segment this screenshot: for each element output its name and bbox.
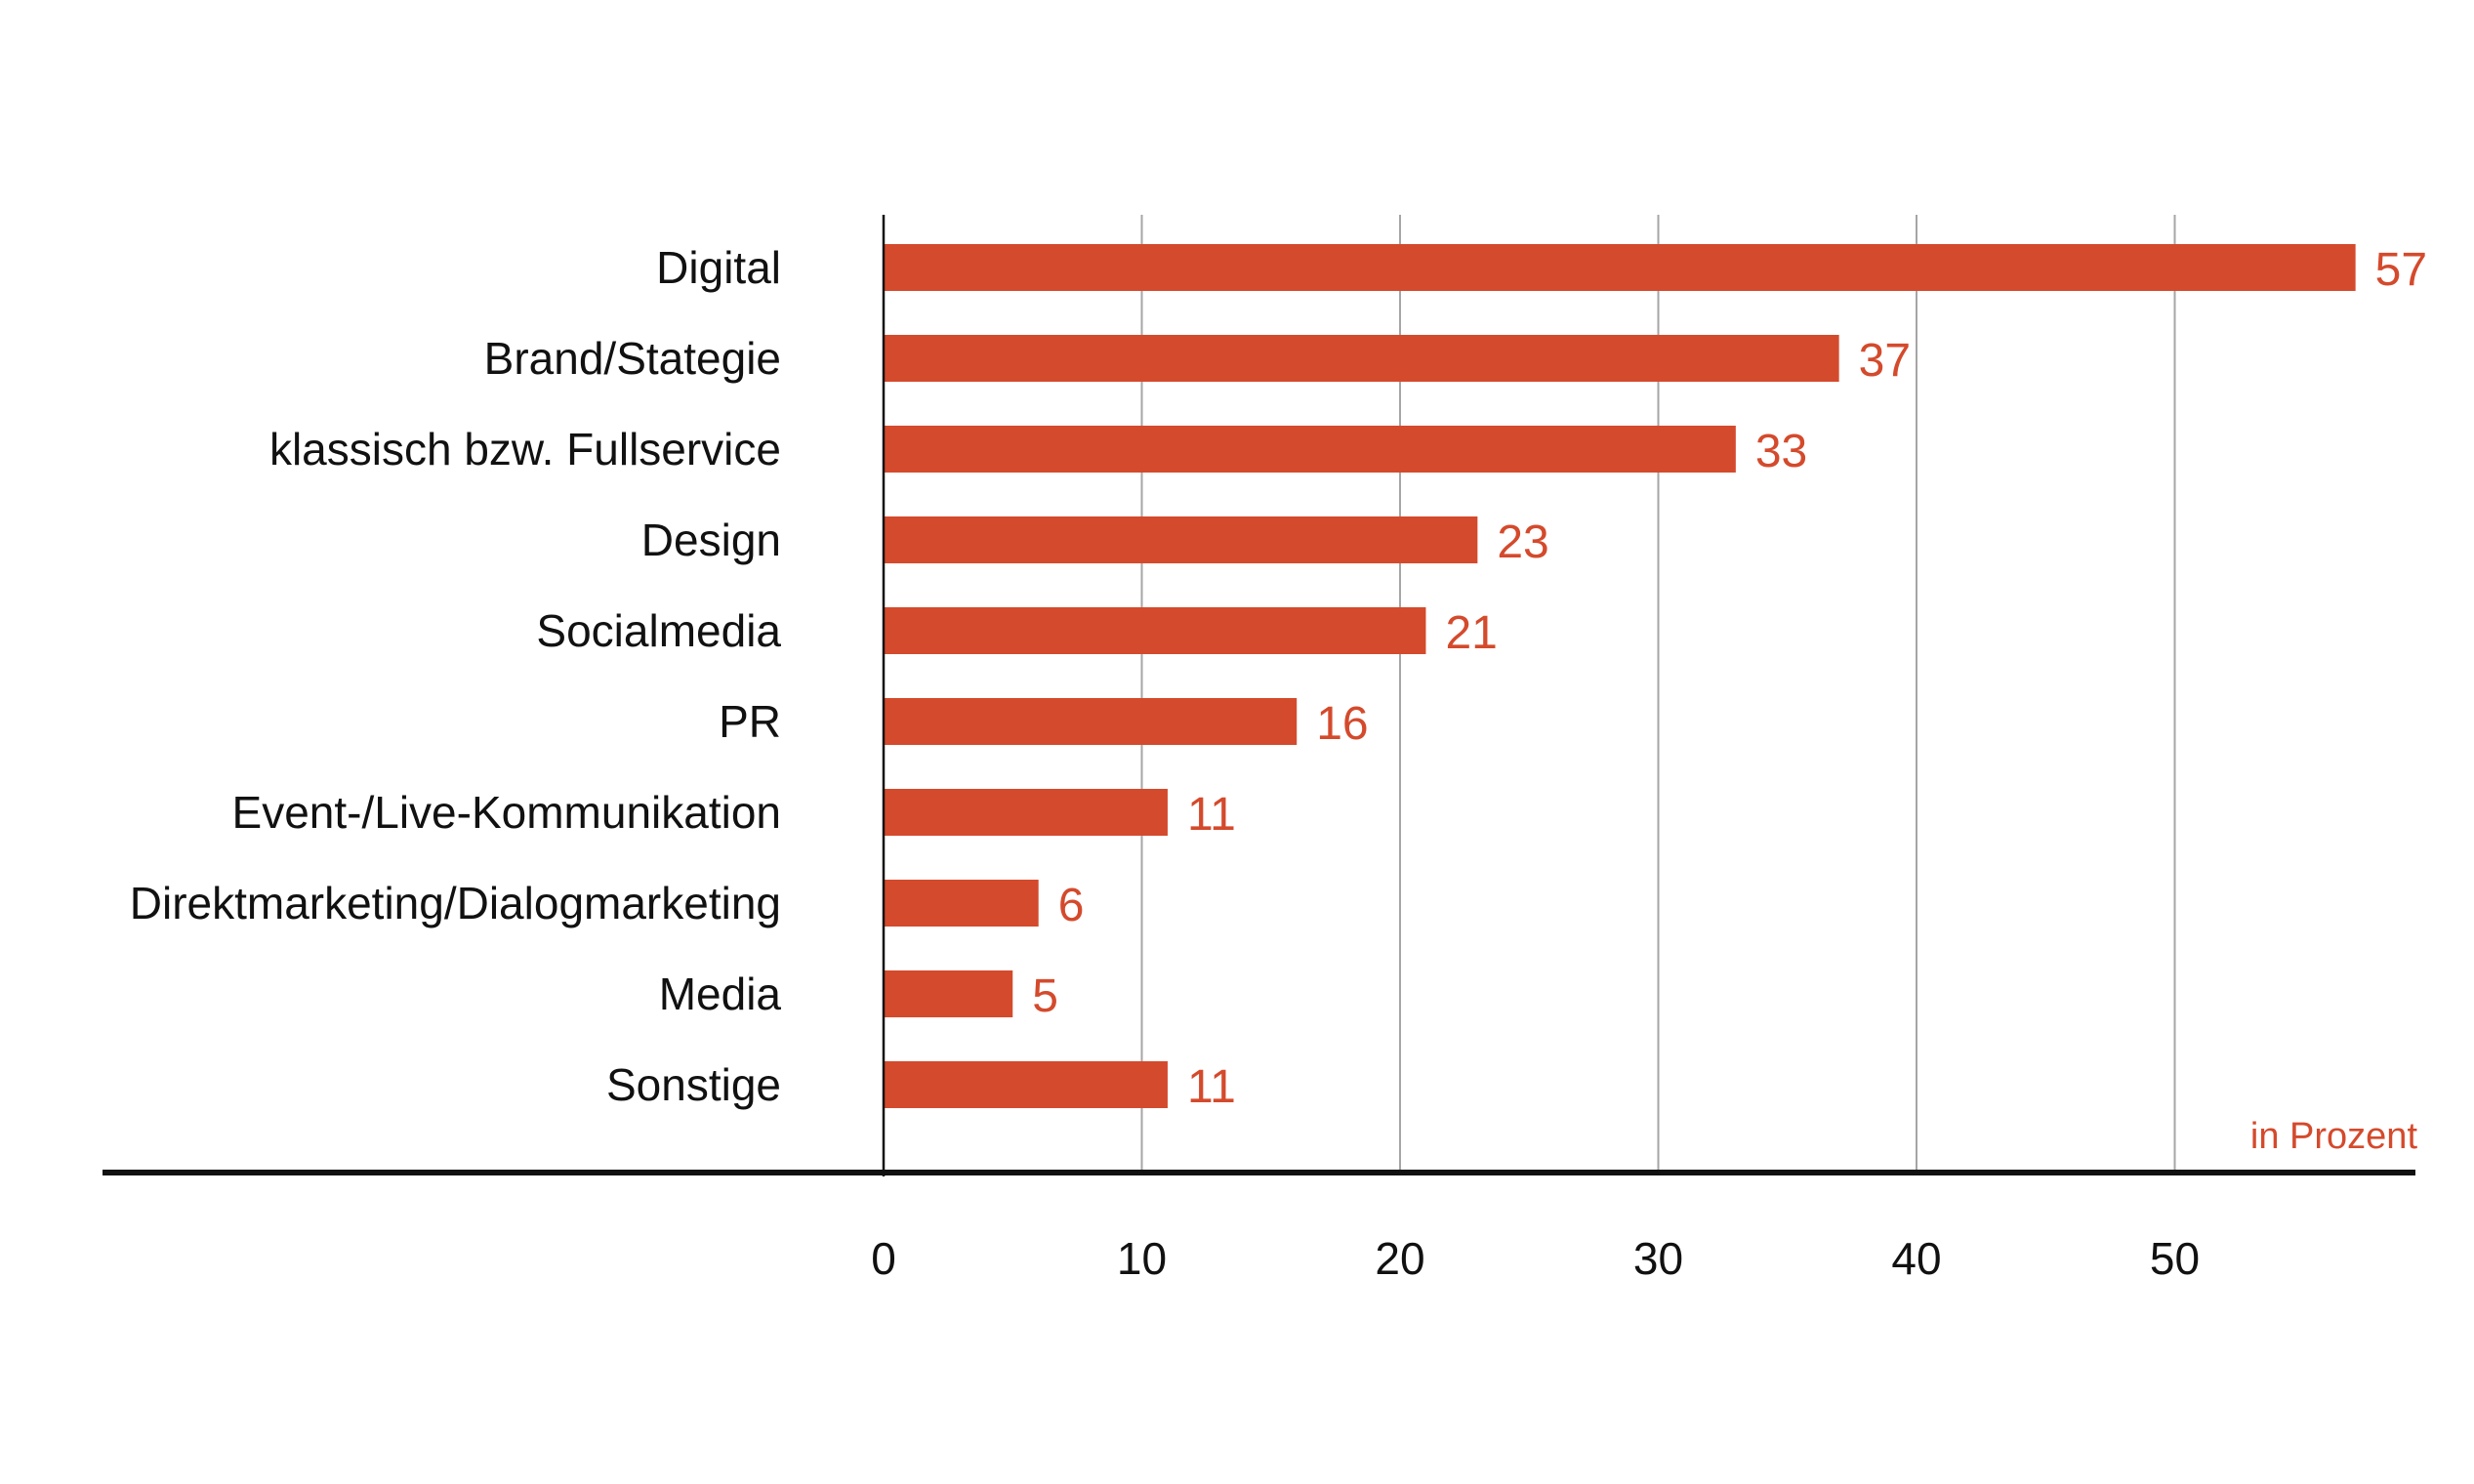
value-label: 5 [1032,970,1058,1022]
value-label: 16 [1316,698,1368,750]
bar-7 [884,880,1039,927]
category-label: Brand/Stategie [484,333,781,384]
category-label: Design [641,515,781,565]
category-label: PR [719,696,781,747]
x-tick-label: 0 [871,1233,896,1284]
value-label: 11 [1187,1061,1236,1113]
value-label: 23 [1497,516,1548,568]
bar-1 [884,335,1839,382]
value-label: 37 [1859,335,1911,387]
category-label: Event-/Live-Kommunikation [232,787,781,838]
bar-3 [884,516,1478,563]
x-tick-label: 10 [1117,1233,1167,1284]
value-label: 57 [2375,244,2427,296]
bar-9 [884,1061,1168,1108]
x-tick-label: 40 [1891,1233,1941,1284]
unit-note: in Prozent [2250,1116,2418,1157]
bar-2 [884,426,1736,473]
value-label: 33 [1755,426,1807,477]
category-label: Direktmarketing/Dialogmarketing [130,878,781,928]
bar-0 [884,244,2356,291]
bars [884,244,2356,1108]
category-label: klassisch bzw. Fullservice [269,424,781,474]
bar-4 [884,607,1426,654]
x-tick-label: 30 [1633,1233,1683,1284]
category-label: Socialmedia [536,605,781,656]
axes [103,215,2415,1176]
category-label: Digital [656,242,781,293]
x-tick-label: 20 [1375,1233,1424,1284]
category-label: Media [659,969,782,1019]
value-label: 6 [1058,880,1085,931]
bar-5 [884,698,1298,745]
labels: 0 10 20 30 40 50 Digital 57 Brand/Stategie 37 klas… [130,242,2427,1284]
bar-8 [884,970,1013,1017]
category-label: Sonstige [606,1059,781,1110]
value-label: 21 [1445,607,1497,659]
value-label: 11 [1187,789,1236,841]
x-tick-label: 50 [2150,1233,2200,1284]
bar-6 [884,789,1168,836]
